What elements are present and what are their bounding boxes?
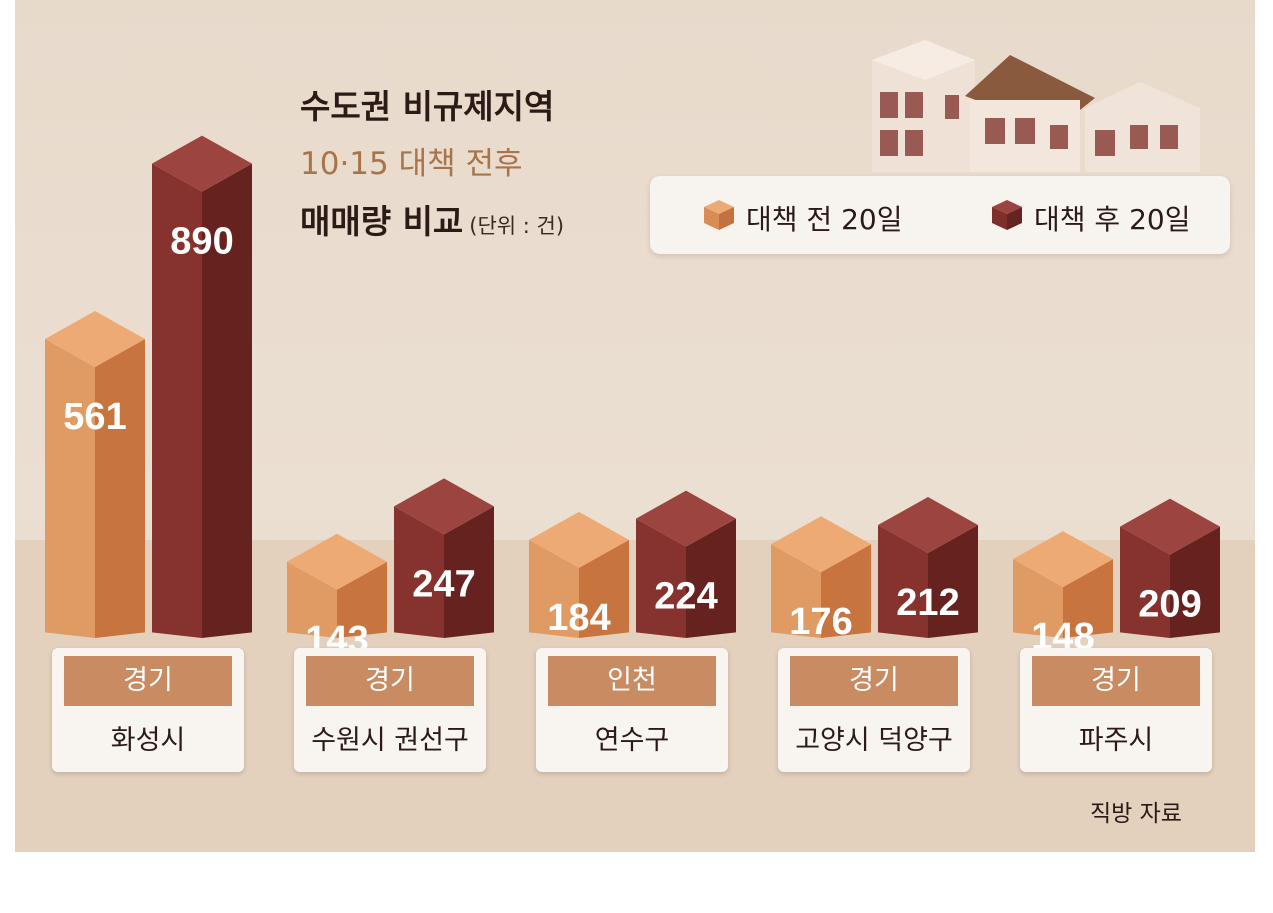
category-label: 수원시 권선구 <box>311 725 469 756</box>
bar-face-top <box>287 533 387 590</box>
bar-face-top <box>45 310 145 367</box>
bar-face-right <box>444 506 494 638</box>
houses-icon <box>872 40 1200 172</box>
bar-face-left <box>771 544 821 638</box>
data-label-after-3: 212 <box>896 582 959 624</box>
category-label: 고양시 덕양구 <box>795 725 953 756</box>
bar-after-0: 890 <box>152 135 252 638</box>
region-label: 경기 <box>1032 656 1200 706</box>
source-note: 직방 자료 <box>1090 801 1182 827</box>
bar-face-left <box>878 525 928 638</box>
bar-before-0: 561 <box>45 310 145 638</box>
bar-face-right <box>337 561 387 638</box>
region-label: 경기 <box>64 656 232 706</box>
bar-face-right <box>202 163 252 638</box>
category-label: 연수구 <box>594 725 670 756</box>
data-label-before-0: 561 <box>63 396 126 438</box>
bar-after-2: 224 <box>636 490 736 638</box>
bar-before-4: 148 <box>1013 531 1113 658</box>
legend-label-after: 대책 후 20일 <box>1034 203 1191 236</box>
bar-face-top <box>636 490 736 547</box>
region-label: 경기 <box>790 656 958 706</box>
bar-face-top <box>1013 531 1113 588</box>
chart-title-line3: 매매량 비교 (단위 : 건) <box>300 195 564 243</box>
legend: 대책 전 20일 대책 후 20일 <box>650 176 1230 254</box>
bar-face-top <box>1120 498 1220 555</box>
legend-swatch-after <box>992 200 1022 230</box>
unit-label: (단위 : 건) <box>469 214 565 238</box>
bar-before-1: 143 <box>287 533 387 661</box>
data-label-after-4: 209 <box>1138 584 1201 626</box>
bar-face-left <box>636 518 686 638</box>
data-label-before-2: 184 <box>547 597 610 639</box>
chart-title-line2: 10·15 대책 전후 <box>300 146 523 182</box>
bar-face-left <box>1013 559 1063 638</box>
bar-face-right <box>821 544 871 638</box>
bar-after-3: 212 <box>878 497 978 638</box>
bar-face-top <box>771 516 871 573</box>
chart-title-line3-text: 매매량 비교 <box>300 202 464 241</box>
data-label-before-3: 176 <box>789 601 852 643</box>
data-label-after-2: 224 <box>654 576 717 618</box>
bar-face-right <box>1170 526 1220 638</box>
bar-face-top <box>878 497 978 554</box>
region-label: 경기 <box>306 656 474 706</box>
bar-after-1: 247 <box>394 478 494 638</box>
data-label-after-0: 890 <box>170 221 233 263</box>
bar-face-right <box>95 338 145 638</box>
bar-face-left <box>287 561 337 638</box>
bar-face-right <box>1063 559 1113 638</box>
bar-face-top <box>152 135 252 192</box>
bar-before-2: 184 <box>529 511 629 639</box>
category-card-hwaseong: 경기 화성시 <box>52 648 244 772</box>
category-label: 화성시 <box>110 725 186 756</box>
bar-face-right <box>928 525 978 638</box>
category-card-goyang: 경기 고양시 덕양구 <box>778 648 970 772</box>
legend-swatch-before <box>704 200 734 230</box>
bar-face-left <box>1120 526 1170 638</box>
bar-face-right <box>686 518 736 638</box>
category-label: 파주시 <box>1078 725 1154 756</box>
category-card-suwon: 경기 수원시 권선구 <box>294 648 486 772</box>
bars-layer: 561 890 143 247 184 224 176 212 148 209 <box>45 135 1220 661</box>
bar-face-right <box>579 539 629 638</box>
bar-after-4: 209 <box>1120 498 1220 638</box>
bar-face-left <box>152 163 202 638</box>
legend-label-before: 대책 전 20일 <box>746 203 903 236</box>
bar-face-left <box>529 539 579 638</box>
bar-face-top <box>394 478 494 535</box>
data-label-after-1: 247 <box>412 563 475 605</box>
bar-face-left <box>394 506 444 638</box>
bar-before-3: 176 <box>771 516 871 643</box>
region-label: 인천 <box>548 656 716 706</box>
category-card-paju: 경기 파주시 <box>1020 648 1212 772</box>
bar-face-left <box>45 338 95 638</box>
bar-face-top <box>529 511 629 568</box>
chart-title-line1: 수도권 비규제지역 <box>300 87 555 126</box>
category-card-yeonsu: 인천 연수구 <box>536 648 728 772</box>
